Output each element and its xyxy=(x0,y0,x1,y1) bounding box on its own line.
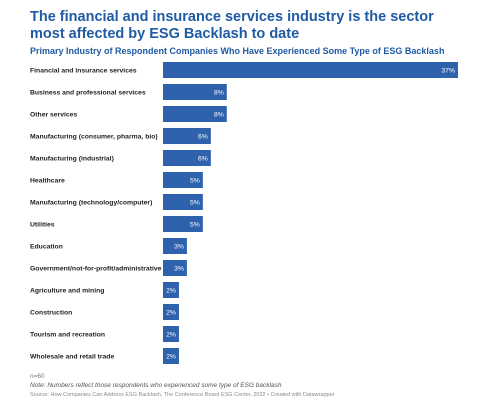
value-label: 8% xyxy=(214,112,224,119)
bar xyxy=(163,150,211,166)
value-label: 2% xyxy=(166,288,176,295)
source-line: Source: How Companies Can Address ESG Ba… xyxy=(30,392,335,398)
bar xyxy=(163,128,211,144)
value-label: 6% xyxy=(198,156,208,163)
bar xyxy=(163,260,187,276)
category-label: Manufacturing (consumer, pharma, bio) xyxy=(30,134,158,141)
category-label: Wholesale and retail trade xyxy=(30,354,114,361)
bar xyxy=(163,172,203,188)
value-label: 2% xyxy=(166,332,176,339)
value-label: 37% xyxy=(441,68,455,75)
bar xyxy=(163,304,179,320)
sample-size-note: n=60 xyxy=(30,373,45,380)
value-label: 5% xyxy=(190,200,200,207)
category-label: Financial and insurance services xyxy=(30,68,137,75)
footnote: Note: Numbers reflect those respondents … xyxy=(30,382,282,389)
value-label: 2% xyxy=(166,354,176,361)
category-label: Agriculture and mining xyxy=(30,288,104,295)
category-label: Business and professional services xyxy=(30,90,146,97)
value-label: 3% xyxy=(174,266,184,273)
category-label: Tourism and recreation xyxy=(30,332,105,339)
bar xyxy=(163,84,227,100)
value-label: 3% xyxy=(174,244,184,251)
bar xyxy=(163,194,203,210)
bar xyxy=(163,106,227,122)
category-label: Manufacturing (industrial) xyxy=(30,156,114,163)
bar xyxy=(163,216,203,232)
category-label: Manufacturing (technology/computer) xyxy=(30,200,152,207)
category-label: Other services xyxy=(30,112,77,119)
value-label: 6% xyxy=(198,134,208,141)
bar xyxy=(163,282,179,298)
value-label: 2% xyxy=(166,310,176,317)
value-label: 5% xyxy=(190,178,200,185)
category-label: Education xyxy=(30,244,63,251)
category-label: Government/not-for-profit/administrative xyxy=(30,266,162,273)
category-label: Utilities xyxy=(30,222,55,229)
value-label: 5% xyxy=(190,222,200,229)
bar xyxy=(163,238,187,254)
bar xyxy=(163,62,458,78)
value-label: 8% xyxy=(214,90,224,97)
category-label: Construction xyxy=(30,310,72,317)
chart-subtitle: Primary Industry of Respondent Companies… xyxy=(30,46,445,56)
category-label: Healthcare xyxy=(30,178,65,185)
bar xyxy=(163,326,179,342)
chart-title: The financial and insurance services ind… xyxy=(30,9,434,42)
bar xyxy=(163,348,179,364)
